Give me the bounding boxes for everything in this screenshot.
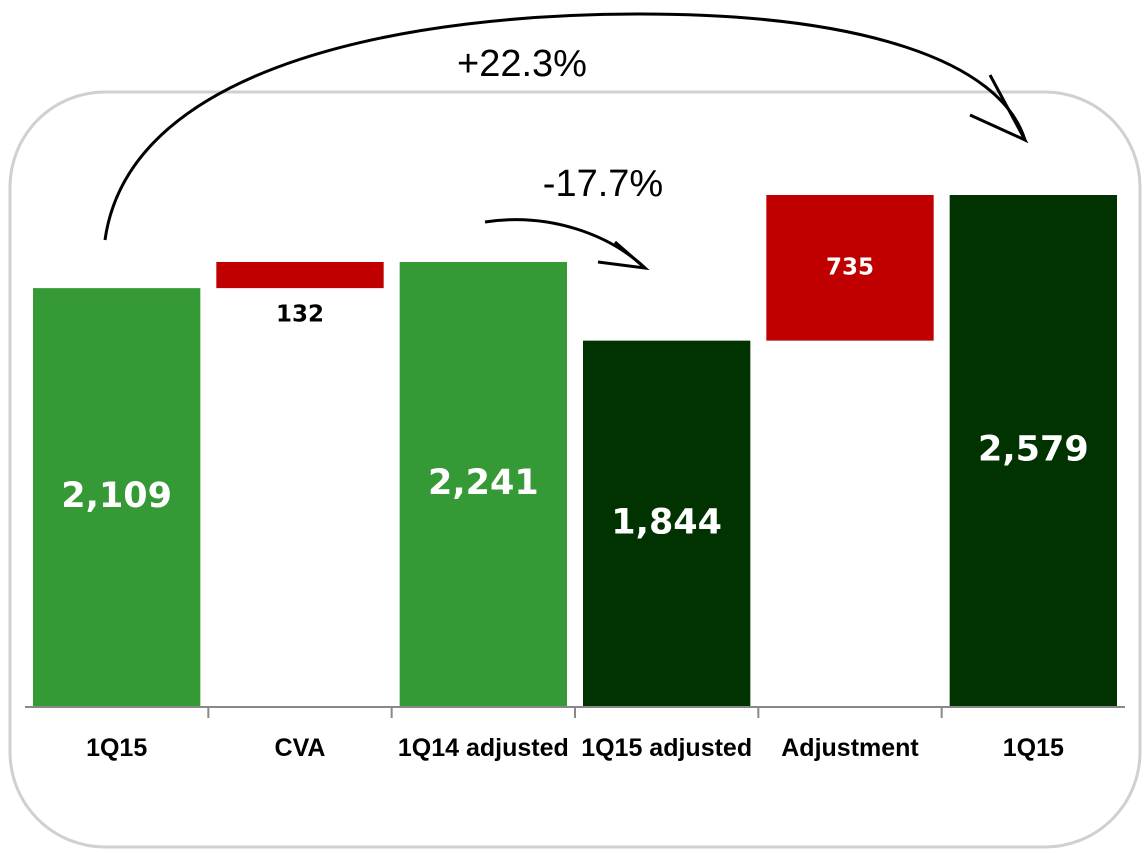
bar bbox=[399, 261, 567, 706]
value-label: 2,579 bbox=[978, 430, 1089, 470]
frame bbox=[8, 90, 1142, 849]
x-tick-label: 1Q15 bbox=[86, 734, 148, 762]
x-tick-label: CVA bbox=[274, 734, 326, 762]
bar bbox=[33, 288, 201, 706]
annotation: -17.7% bbox=[543, 163, 663, 205]
value-label: 2,109 bbox=[61, 476, 172, 516]
value-label: 2,241 bbox=[428, 463, 539, 503]
arrowhead bbox=[597, 240, 650, 271]
x-tick-label: Adjustment bbox=[781, 734, 919, 762]
value-label: 1,844 bbox=[611, 502, 722, 542]
bar bbox=[766, 195, 934, 341]
arrow bbox=[484, 218, 647, 270]
bar bbox=[583, 340, 751, 706]
value-label: 735 bbox=[826, 254, 874, 280]
bar bbox=[949, 195, 1117, 706]
bar bbox=[216, 261, 384, 289]
annotation: +22.3% bbox=[457, 43, 587, 85]
x-tick-label: 1Q14 adjusted bbox=[397, 734, 569, 762]
arrowhead bbox=[969, 74, 1029, 144]
arrow bbox=[103, 12, 1027, 241]
x-tick-label: 1Q15 adjusted bbox=[581, 734, 753, 762]
x-tick-label: 1Q15 bbox=[1002, 734, 1064, 762]
value-label: 132 bbox=[276, 302, 324, 328]
